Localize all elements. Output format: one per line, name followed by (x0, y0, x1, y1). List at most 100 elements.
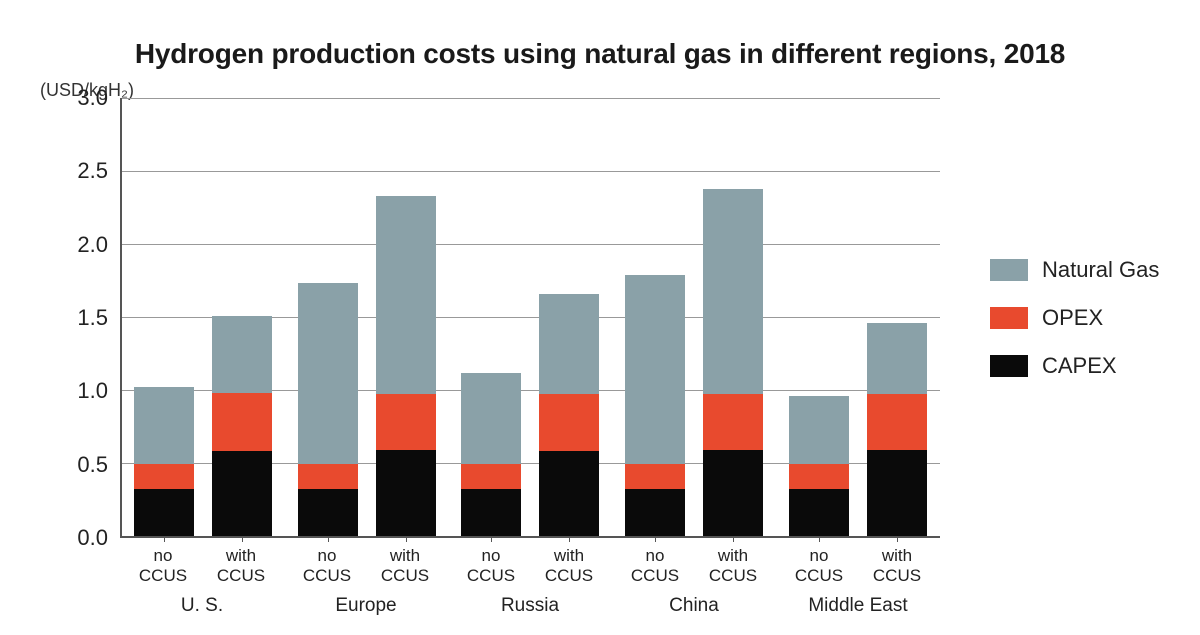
x-group: noCCUS withCCUS Middle East (776, 538, 940, 617)
bar-segment-opex (461, 464, 521, 489)
bar-column (134, 98, 194, 536)
x-tick-group (776, 536, 940, 542)
bar-segment-opex (789, 464, 849, 489)
bar-column (789, 98, 849, 536)
bar-segment-opex (212, 393, 272, 451)
x-sublabel-row: noCCUS withCCUS (284, 546, 448, 585)
x-tick (462, 536, 522, 542)
x-sublabel: withCCUS (703, 546, 763, 585)
bar-segment-opex (376, 394, 436, 449)
legend-item-capex: CAPEX (990, 353, 1160, 379)
x-axis: noCCUSwithCCUSU. S.noCCUSwithCCUSEuropen… (120, 538, 940, 617)
bar-segment-capex (867, 450, 927, 536)
bar-segment-opex (539, 394, 599, 451)
x-tick-group (449, 536, 613, 542)
x-sublabel: noCCUS (625, 546, 685, 585)
x-tick (376, 536, 436, 542)
bar-segment-natural_gas (134, 387, 194, 464)
x-tick-group (286, 536, 450, 542)
y-axis: 3.02.52.01.51.00.50.0 (40, 98, 120, 538)
bar-segment-capex (539, 451, 599, 536)
region-group (286, 98, 450, 536)
bar-column (376, 98, 436, 536)
x-sublabel-row: noCCUS withCCUS (448, 546, 612, 585)
x-sublabel: noCCUS (297, 546, 357, 585)
bar-segment-natural_gas (867, 323, 927, 395)
bar-segment-natural_gas (789, 396, 849, 465)
x-sublabel-row: noCCUS withCCUS (776, 546, 940, 585)
x-tick (867, 536, 927, 542)
bar-segment-capex (212, 451, 272, 536)
bar-segment-capex (461, 489, 521, 536)
region-group (449, 98, 613, 536)
x-tick-group (613, 536, 777, 542)
bar-segment-capex (789, 489, 849, 536)
x-sublabel: noCCUS (461, 546, 521, 585)
legend-swatch (990, 307, 1028, 329)
region-label: Russia (448, 595, 612, 617)
x-tick (789, 536, 849, 542)
bar-segment-opex (703, 394, 763, 449)
legend-label: Natural Gas (1042, 257, 1159, 283)
x-group: noCCUS withCCUS U. S. (120, 538, 284, 617)
bar-column (867, 98, 927, 536)
bar-segment-capex (625, 489, 685, 536)
x-tick (704, 536, 764, 542)
x-tick (540, 536, 600, 542)
legend-swatch (990, 355, 1028, 377)
x-sublabel: withCCUS (211, 546, 271, 585)
bar-column (461, 98, 521, 536)
region-label: Europe (284, 595, 448, 617)
x-group: noCCUS withCCUS China (612, 538, 776, 617)
x-tick (626, 536, 686, 542)
x-tick-marks (122, 536, 940, 542)
bar-segment-capex (298, 489, 358, 536)
bar-column (625, 98, 685, 536)
bar-segment-capex (703, 450, 763, 536)
bar-column (212, 98, 272, 536)
bar-segment-capex (376, 450, 436, 536)
region-label: Middle East (776, 595, 940, 617)
bar-column (539, 98, 599, 536)
x-tick-group (122, 536, 286, 542)
region-group (122, 98, 286, 536)
x-sublabel-row: noCCUS withCCUS (120, 546, 284, 585)
chart-title: Hydrogen production costs using natural … (40, 38, 1160, 70)
bar-segment-opex (867, 394, 927, 449)
bars-container (122, 98, 940, 536)
x-sublabel: withCCUS (867, 546, 927, 585)
legend-item-opex: OPEX (990, 305, 1160, 331)
bar-segment-opex (625, 464, 685, 489)
legend: Natural Gas OPEX CAPEX (940, 98, 1160, 538)
region-group (776, 98, 940, 536)
legend-item-natural_gas: Natural Gas (990, 257, 1160, 283)
bar-segment-capex (134, 489, 194, 536)
bar-segment-natural_gas (539, 294, 599, 395)
x-sublabel: noCCUS (789, 546, 849, 585)
x-group: noCCUS withCCUS Europe (284, 538, 448, 617)
bar-segment-natural_gas (212, 316, 272, 393)
legend-swatch (990, 259, 1028, 281)
bar-segment-natural_gas (298, 283, 358, 464)
x-sublabel: noCCUS (133, 546, 193, 585)
bar-segment-opex (134, 464, 194, 489)
bar-segment-natural_gas (703, 189, 763, 395)
region-label: China (612, 595, 776, 617)
region-label: U. S. (120, 595, 284, 617)
x-sublabel: withCCUS (375, 546, 435, 585)
region-group (613, 98, 777, 536)
chart-container: Hydrogen production costs using natural … (0, 0, 1200, 635)
bar-column (298, 98, 358, 536)
bar-segment-natural_gas (625, 275, 685, 465)
x-sublabel: withCCUS (539, 546, 599, 585)
plot-row: 3.02.52.01.51.00.50.0 Natural Gas OPEX CAP… (40, 98, 1160, 538)
bar-segment-natural_gas (461, 373, 521, 465)
bar-column (703, 98, 763, 536)
bar-segment-opex (298, 464, 358, 489)
x-tick (135, 536, 195, 542)
legend-label: CAPEX (1042, 353, 1117, 379)
x-tick (298, 536, 358, 542)
x-tick (213, 536, 273, 542)
x-sublabel-row: noCCUS withCCUS (612, 546, 776, 585)
bar-segment-natural_gas (376, 196, 436, 395)
